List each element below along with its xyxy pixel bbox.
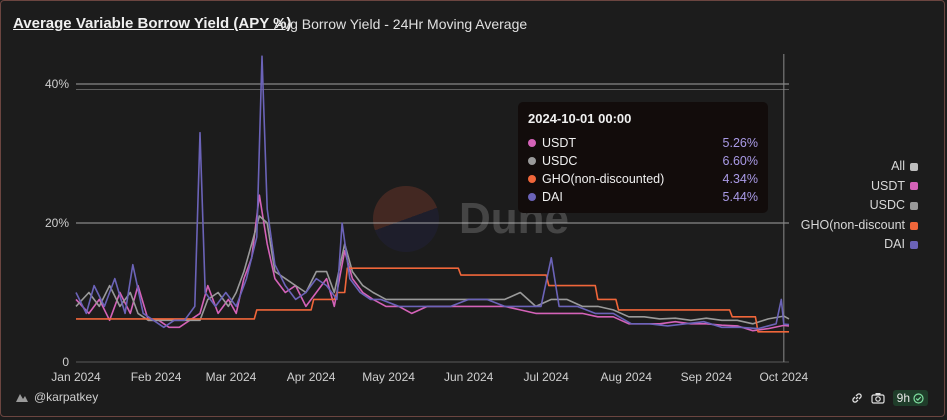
- legend-item-all[interactable]: All: [801, 157, 918, 177]
- tooltip-series-value: 5.26%: [722, 136, 758, 150]
- series-dot-icon: [528, 175, 536, 183]
- legend-item-usdt[interactable]: USDT: [801, 177, 918, 197]
- x-tick-label: Apr 2024: [287, 370, 336, 384]
- x-tick-label: Jan 2024: [51, 370, 101, 384]
- chart-tooltip: 2024-10-01 00:00 USDT 5.26% USDC 6.60% GHO…: [518, 102, 768, 213]
- legend-swatch: [910, 182, 918, 191]
- legend-item-gho[interactable]: GHO(non-discount: [801, 216, 918, 236]
- tooltip-series-value: 4.34%: [722, 172, 758, 186]
- y-tick-label: 20%: [45, 216, 69, 230]
- share-link-icon[interactable]: [851, 392, 863, 404]
- y-tick-label: 40%: [45, 77, 69, 91]
- legend-swatch: [910, 162, 918, 171]
- series-dot-icon: [528, 139, 536, 147]
- legend-label: All: [891, 159, 905, 173]
- legend: All USDT USDC GHO(non-discount DAI: [801, 157, 918, 255]
- check-circle-icon: [913, 392, 924, 404]
- series-line-usdc: [75, 215, 790, 325]
- tooltip-series-name: DAI: [542, 190, 563, 204]
- x-tick-label: Oct 2024: [759, 370, 808, 384]
- series-dot-icon: [528, 157, 536, 165]
- refresh-badge[interactable]: 9h: [892, 390, 928, 406]
- x-tick-label: Sep 2024: [681, 370, 733, 384]
- tooltip-row-gho: GHO(non-discounted) 4.34%: [528, 170, 758, 188]
- karpatkey-logo-icon: [16, 394, 28, 402]
- chart-title[interactable]: Average Variable Borrow Yield (APY %): [13, 15, 292, 32]
- legend-item-dai[interactable]: DAI: [801, 235, 918, 255]
- author-handle: @karpatkey: [34, 390, 99, 404]
- legend-swatch: [910, 201, 918, 210]
- chart-subtitle: Avg Borrow Yield - 24Hr Moving Average: [274, 16, 528, 32]
- legend-label: GHO(non-discount: [800, 217, 905, 232]
- refresh-age: 9h: [896, 391, 910, 405]
- tooltip-row-usdc: USDC 6.60%: [528, 152, 758, 170]
- tooltip-series-value: 6.60%: [722, 154, 758, 168]
- legend-swatch: [910, 241, 918, 250]
- author-credit[interactable]: @karpatkey: [15, 390, 98, 404]
- tooltip-date: 2024-10-01 00:00: [528, 111, 632, 126]
- legend-label: USDT: [870, 178, 905, 193]
- series-line-dai: [75, 55, 790, 330]
- x-tick-label: Aug 2024: [601, 370, 653, 384]
- tooltip-series-value: 5.44%: [722, 190, 758, 204]
- legend-label: DAI: [884, 237, 905, 252]
- camera-icon[interactable]: [871, 392, 885, 404]
- tooltip-row-dai: DAI 5.44%: [528, 188, 758, 206]
- x-tick-label: Feb 2024: [131, 370, 182, 384]
- tooltip-series-name: USDT: [542, 136, 577, 150]
- x-tick-label: Mar 2024: [206, 370, 257, 384]
- tooltip-series-name: GHO(non-discounted): [542, 172, 665, 186]
- tooltip-row-usdt: USDT 5.26%: [528, 134, 758, 152]
- footer-actions: 9h: [851, 390, 928, 406]
- legend-label: USDC: [869, 198, 905, 213]
- legend-item-usdc[interactable]: USDC: [801, 196, 918, 216]
- x-tick-label: Jun 2024: [444, 370, 494, 384]
- y-tick-label: 0: [62, 355, 69, 369]
- series-line-gho-non-discounted-: [76, 267, 789, 333]
- series-dot-icon: [528, 193, 536, 201]
- x-tick-label: Jul 2024: [523, 370, 569, 384]
- x-tick-label: May 2024: [362, 370, 415, 384]
- legend-swatch: [910, 221, 918, 230]
- tooltip-series-name: USDC: [542, 154, 578, 168]
